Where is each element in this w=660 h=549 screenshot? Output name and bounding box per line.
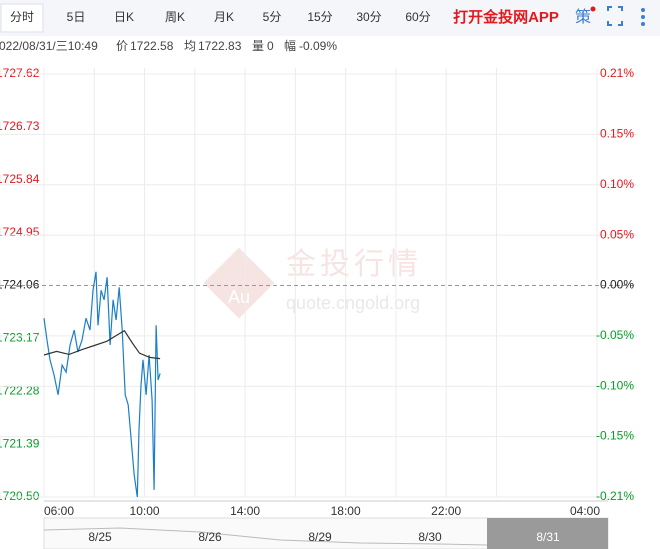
y-tick-label: 1727.62 — [0, 66, 40, 80]
navigator-date: 8/29 — [308, 530, 332, 544]
tab[interactable]: 30分 — [356, 10, 381, 24]
fullscreen-icon[interactable] — [607, 6, 623, 26]
watermark: Au 金投行情 quote.cngold.org — [203, 247, 422, 319]
info-price: 1722.58 — [130, 39, 174, 53]
tab[interactable]: 周K — [165, 10, 185, 24]
info-avg: 1722.83 — [198, 39, 242, 53]
y2-tick-label: 0.15% — [600, 127, 634, 141]
active-tab — [0, 3, 44, 33]
y-tick-label: 1724.95 — [0, 225, 40, 239]
x-tick-label: 10:00 — [130, 504, 160, 518]
badge — [590, 6, 596, 12]
watermark-title: 金投行情 — [286, 248, 422, 281]
navigator-date: 8/26 — [198, 530, 222, 544]
x-tick-label: 18:00 — [331, 504, 361, 518]
y-tick-label: 1725.84 — [0, 172, 40, 186]
watermark-logo: Au — [228, 287, 250, 307]
tab[interactable]: 日K — [114, 10, 134, 24]
x-tick-label: 14:00 — [230, 504, 260, 518]
info-avg-label: 均 — [184, 39, 196, 53]
navigator-date: 8/31 — [536, 530, 560, 544]
x-tick-label: 22:00 — [431, 504, 461, 518]
tab[interactable]: 分时 — [10, 10, 34, 24]
y2-tick-label: -0.15% — [596, 429, 634, 443]
tab[interactable]: 60分 — [405, 10, 430, 24]
more-icon[interactable] — [641, 8, 645, 26]
info-price-label: 价 — [116, 39, 128, 53]
navigator-date: 8/30 — [418, 530, 442, 544]
y2-tick-label: -0.10% — [596, 378, 634, 392]
tab[interactable]: 15分 — [307, 10, 332, 24]
strategy[interactable]: 策 — [575, 8, 591, 26]
y2-tick-label: 0.05% — [600, 227, 634, 241]
navigator-window[interactable] — [487, 518, 608, 549]
y-tick-label: 1723.17 — [0, 331, 40, 345]
y2-tick-label: 0.10% — [600, 177, 634, 191]
app-link[interactable]: 打开金投网APP — [453, 8, 559, 26]
y2-tick-label: -0.05% — [596, 328, 634, 342]
watermark-url: quote.cngold.org — [286, 293, 420, 313]
y2-tick-label: -0.21% — [596, 489, 634, 503]
x-tick-label: 06:00 — [44, 504, 74, 518]
info-datetime: 022/08/31/三10:49 — [0, 39, 98, 53]
tab[interactable]: 5分 — [263, 10, 282, 24]
y-tick-label: 1722.28 — [0, 383, 40, 397]
info-vol-label: 量 — [252, 39, 264, 53]
series-line — [43, 271, 161, 498]
y2-tick-label: 0.21% — [600, 66, 634, 80]
y-tick-label: 1724.06 — [0, 278, 40, 292]
navigator-date: 8/25 — [88, 530, 112, 544]
y-tick-label: 1720.50 — [0, 489, 40, 503]
tab[interactable]: 月K — [214, 10, 234, 24]
info-vol: 0 — [267, 39, 274, 53]
y-tick-label: 1726.73 — [0, 119, 40, 133]
info-change-label: 幅 — [284, 38, 296, 53]
tab-bar — [0, 0, 660, 36]
y-tick-label: 1721.39 — [0, 436, 40, 450]
x-tick-label: 04:00 — [570, 504, 600, 518]
info-line: 022/08/31/三10:49 价 1722.58 均 1722.83 量 0 幅 -0.09… — [0, 38, 337, 53]
series-line — [43, 329, 161, 360]
info-change: -0.09% — [299, 39, 337, 53]
y2-tick-label: 0.00% — [600, 278, 634, 292]
tab[interactable]: 5日 — [67, 10, 86, 24]
navigator-line — [43, 527, 488, 546]
